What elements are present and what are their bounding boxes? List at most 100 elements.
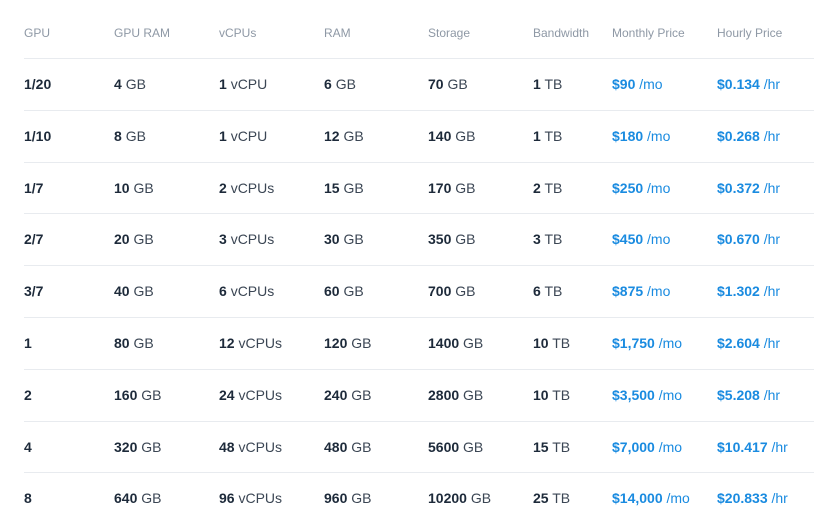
cell-bandwidth-unit: TB bbox=[544, 76, 563, 92]
row-divider bbox=[24, 213, 814, 214]
cell-hourly-price-unit: /hr bbox=[763, 76, 781, 92]
cell-monthly-price: $180 /mo bbox=[612, 128, 670, 144]
cell-ram-unit: GB bbox=[351, 335, 372, 351]
cell-gpu-ram: 8 GB bbox=[114, 128, 146, 144]
row-divider bbox=[24, 472, 814, 473]
cell-gpu-ram-unit: GB bbox=[133, 231, 154, 247]
cell-ram-value: 12 bbox=[324, 128, 340, 144]
table-row: 8 640 GB 96 vCPUs 960 GB 10200 GB 25 TB $14,00… bbox=[0, 472, 836, 524]
cell-hourly-price: $2.604 /hr bbox=[717, 335, 780, 351]
cell-storage-unit: GB bbox=[463, 439, 484, 455]
cell-storage: 1400 GB bbox=[428, 335, 483, 351]
column-header-gpu-ram: GPU RAM bbox=[114, 26, 171, 40]
cell-gpu-ram-value: 20 bbox=[114, 231, 130, 247]
cell-gpu-ram-unit: GB bbox=[141, 490, 162, 506]
cell-monthly-price-unit: /mo bbox=[647, 283, 671, 299]
cell-gpu-ram: 160 GB bbox=[114, 387, 161, 403]
cell-storage-unit: GB bbox=[455, 128, 476, 144]
cell-monthly-price-value: $3,500 bbox=[612, 387, 655, 403]
cell-storage: 140 GB bbox=[428, 128, 475, 144]
cell-vcpus: 2 vCPUs bbox=[219, 180, 274, 196]
cell-monthly-price-value: $7,000 bbox=[612, 439, 655, 455]
row-divider bbox=[24, 421, 814, 422]
cell-bandwidth-unit: TB bbox=[544, 128, 563, 144]
cell-bandwidth: 1 TB bbox=[533, 76, 562, 92]
cell-hourly-price-value: $1.302 bbox=[717, 283, 760, 299]
cell-gpu: 3/7 bbox=[24, 283, 43, 299]
cell-bandwidth-unit: TB bbox=[544, 180, 563, 196]
cell-monthly-price: $90 /mo bbox=[612, 76, 663, 92]
cell-ram: 240 GB bbox=[324, 387, 371, 403]
cell-ram-unit: GB bbox=[351, 490, 372, 506]
cell-monthly-price-unit: /mo bbox=[647, 180, 671, 196]
cell-storage-unit: GB bbox=[455, 283, 476, 299]
cell-hourly-price-unit: /hr bbox=[763, 387, 781, 403]
cell-gpu-ram-value: 640 bbox=[114, 490, 138, 506]
cell-hourly-price: $1.302 /hr bbox=[717, 283, 780, 299]
cell-bandwidth-value: 3 bbox=[533, 231, 541, 247]
cell-bandwidth: 10 TB bbox=[533, 335, 570, 351]
cell-gpu-ram-unit: GB bbox=[133, 180, 154, 196]
cell-gpu-ram: 640 GB bbox=[114, 490, 161, 506]
cell-gpu: 1 bbox=[24, 335, 32, 351]
cell-storage-value: 350 bbox=[428, 231, 452, 247]
column-header-hourly-price: Hourly Price bbox=[717, 26, 783, 40]
cell-storage-unit: GB bbox=[463, 335, 484, 351]
row-divider bbox=[24, 110, 814, 111]
gpu-share-value: 2/7 bbox=[24, 231, 44, 247]
cell-storage: 5600 GB bbox=[428, 439, 483, 455]
cell-gpu-ram-value: 320 bbox=[114, 439, 138, 455]
cell-bandwidth-unit: TB bbox=[552, 490, 571, 506]
cell-gpu-ram-value: 160 bbox=[114, 387, 138, 403]
cell-gpu: 1/7 bbox=[24, 180, 43, 196]
cell-storage-unit: GB bbox=[463, 387, 484, 403]
cell-hourly-price: $0.134 /hr bbox=[717, 76, 780, 92]
cell-ram-value: 480 bbox=[324, 439, 348, 455]
cell-storage-value: 5600 bbox=[428, 439, 460, 455]
cell-bandwidth: 3 TB bbox=[533, 231, 562, 247]
cell-ram: 60 GB bbox=[324, 283, 364, 299]
cell-monthly-price-value: $875 bbox=[612, 283, 644, 299]
cell-vcpus-unit: vCPUs bbox=[230, 283, 275, 299]
row-divider bbox=[24, 162, 814, 163]
cell-monthly-price-unit: /mo bbox=[658, 439, 683, 455]
cell-storage-unit: GB bbox=[447, 76, 468, 92]
table-row: 4 320 GB 48 vCPUs 480 GB 5600 GB 15 TB $7,000 … bbox=[0, 421, 836, 473]
cell-storage-unit: GB bbox=[455, 231, 476, 247]
cell-gpu: 4 bbox=[24, 439, 32, 455]
cell-storage-value: 10200 bbox=[428, 490, 467, 506]
cell-ram-unit: GB bbox=[343, 283, 364, 299]
table-row: 1/7 10 GB 2 vCPUs 15 GB 170 GB 2 TB $250 /mo $0… bbox=[0, 162, 836, 214]
cell-vcpus-unit: vCPUs bbox=[230, 231, 275, 247]
cell-gpu: 8 bbox=[24, 490, 32, 506]
cell-vcpus: 1 vCPU bbox=[219, 76, 267, 92]
cell-hourly-price-value: $0.268 bbox=[717, 128, 760, 144]
column-header-gpu: GPU bbox=[24, 26, 51, 40]
cell-hourly-price-unit: /hr bbox=[771, 439, 788, 455]
cell-ram: 480 GB bbox=[324, 439, 371, 455]
cell-gpu-ram: 80 GB bbox=[114, 335, 154, 351]
cell-gpu-ram: 10 GB bbox=[114, 180, 154, 196]
cell-monthly-price-value: $180 bbox=[612, 128, 644, 144]
cell-storage: 170 GB bbox=[428, 180, 475, 196]
cell-gpu-ram: 40 GB bbox=[114, 283, 154, 299]
cell-vcpus-unit: vCPU bbox=[230, 76, 268, 92]
gpu-share-value: 4 bbox=[24, 439, 32, 455]
cell-vcpus-value: 3 bbox=[219, 231, 227, 247]
cell-monthly-price: $14,000 /mo bbox=[612, 490, 690, 506]
cell-monthly-price-unit: /mo bbox=[658, 387, 683, 403]
cell-monthly-price-value: $1,750 bbox=[612, 335, 655, 351]
cell-monthly-price: $450 /mo bbox=[612, 231, 670, 247]
cell-storage: 70 GB bbox=[428, 76, 468, 92]
cell-gpu-ram-unit: GB bbox=[141, 439, 162, 455]
cell-vcpus-value: 48 bbox=[219, 439, 235, 455]
cell-gpu: 1/10 bbox=[24, 128, 51, 144]
cell-bandwidth: 1 TB bbox=[533, 128, 562, 144]
cell-ram: 120 GB bbox=[324, 335, 371, 351]
cell-gpu-ram-value: 8 bbox=[114, 128, 122, 144]
cell-vcpus: 24 vCPUs bbox=[219, 387, 282, 403]
cell-hourly-price-unit: /hr bbox=[763, 231, 781, 247]
cell-gpu-ram-value: 40 bbox=[114, 283, 130, 299]
cell-hourly-price: $20.833 /hr bbox=[717, 490, 788, 506]
